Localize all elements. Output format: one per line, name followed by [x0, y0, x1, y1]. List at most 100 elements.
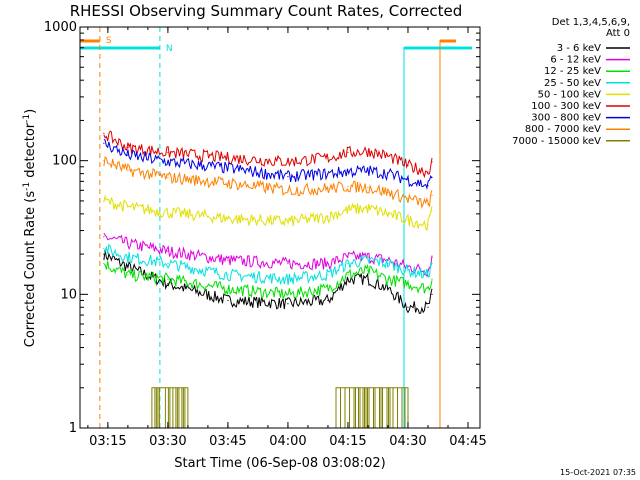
data-point-800-7000-kev-0 [103, 160, 105, 162]
data-point-100-300-kev-7 [367, 150, 369, 152]
legend-label-7000-15000-kev: 7000 - 15000 keV [512, 136, 601, 147]
x-tick-label-5: 04:30 [389, 434, 426, 449]
series-line-800-7000-kev [103, 156, 433, 210]
data-point-50-100-kev-5 [327, 216, 329, 218]
data-point-12-25-kev-5 [327, 288, 329, 290]
data-point-25-50-kev-11 [431, 262, 433, 265]
y-axis-label-main: Corrected Count Rate (s [23, 191, 38, 348]
data-point-25-50-kev-7 [367, 259, 369, 261]
data-point-12-25-kev-7 [367, 270, 369, 272]
data-point-300-800-kev-8 [387, 173, 389, 175]
data-point-100-300-kev-5 [327, 157, 329, 159]
data-point-12-25-kev-8 [387, 278, 389, 280]
data-point-6-12-kev-6 [347, 256, 349, 258]
series-line-12-25-kev [103, 261, 433, 300]
data-point-25-50-kev-3 [227, 274, 229, 276]
x-tick-label-2: 03:45 [209, 434, 246, 449]
x-axis-label: Start Time (06-Sep-08 03:08:02) [174, 456, 385, 471]
y-axis-label-sup-1: -1 [22, 182, 32, 191]
series-100-300-kev [103, 130, 433, 179]
data-point-100-300-kev-6 [347, 151, 349, 154]
series-12-25-kev [103, 261, 433, 300]
data-point-6-12-kev-2 [167, 250, 169, 252]
data-point-300-800-kev-10 [427, 185, 429, 187]
data-point-800-7000-kev-9 [407, 198, 409, 200]
legend-header-line-1: Att 0 [606, 28, 630, 39]
x-tick-label-0: 03:15 [89, 434, 126, 449]
legend-label-3-6-kev: 3 - 6 keV [557, 43, 601, 54]
x-tick-label-4: 04:15 [329, 434, 366, 449]
data-point-25-50-kev-8 [387, 262, 389, 265]
series-300-800-kev [103, 139, 433, 190]
data-point-6-12-kev-5 [327, 262, 329, 265]
legend-label-800-7000-kev: 800 - 7000 keV [525, 124, 601, 135]
data-point-800-7000-kev-11 [431, 194, 433, 196]
series-line-25-50-kev [103, 243, 433, 285]
annotation-label-s: S [106, 36, 112, 46]
data-point-12-25-kev-6 [347, 274, 349, 276]
legend-label-50-100-kev: 50 - 100 keV [538, 89, 602, 100]
chart-title: RHESSI Observing Summary Count Rates, Co… [70, 2, 463, 20]
x-tick-label-3: 04:00 [269, 434, 306, 449]
data-point-3-6-kev-8 [387, 288, 389, 290]
data-point-50-100-kev-4 [287, 221, 289, 223]
data-point-3-6-kev-5 [327, 299, 329, 302]
data-point-800-7000-kev-6 [347, 185, 349, 188]
data-point-50-100-kev-1 [127, 206, 129, 208]
data-point-50-100-kev-0 [103, 200, 105, 202]
series-800-7000-kev [103, 156, 433, 210]
legend-header-line-0: Det 1,3,4,5,6,9, [552, 17, 630, 28]
x-axis: 03:15 03:30 03:45 04:00 04:15 04:30 04:45 [87, 27, 487, 449]
data-point-6-12-kev-3 [227, 259, 229, 261]
data-point-300-800-kev-4 [287, 175, 289, 178]
data-point-100-300-kev-8 [387, 155, 389, 157]
timestamp: 15-Oct-2021 07:35 [560, 468, 636, 477]
data-point-300-800-kev-6 [347, 170, 349, 173]
data-point-300-800-kev-2 [167, 161, 169, 163]
y-tick-label-3: 1000 [44, 20, 77, 35]
y-tick-label-2: 100 [52, 154, 77, 169]
data-point-3-6-kev-4 [287, 303, 289, 305]
data-point-100-300-kev-0 [103, 132, 105, 134]
data-point-300-800-kev-11 [431, 176, 433, 178]
data-point-300-800-kev-0 [103, 142, 105, 144]
data-point-300-800-kev-3 [227, 167, 229, 169]
y-axis-label-mid: detector [23, 122, 38, 182]
data-point-3-6-kev-1 [127, 266, 129, 268]
data-point-800-7000-kev-7 [367, 186, 369, 189]
series-6-12-kev [103, 232, 433, 278]
data-point-100-300-kev-2 [167, 151, 169, 154]
data-point-300-800-kev-7 [367, 170, 369, 172]
y-tick-label-1: 10 [60, 287, 77, 302]
series-line-50-100-kev [103, 194, 433, 231]
series-line-100-300-kev [103, 130, 433, 179]
plot-frame [79, 26, 481, 429]
data-point-3-6-kev-2 [167, 283, 169, 285]
data-point-25-50-kev-5 [327, 274, 329, 276]
y-axis-label-end: ) [23, 109, 38, 114]
legend-label-6-12-kev: 6 - 12 keV [550, 55, 601, 66]
data-point-12-25-kev-9 [407, 283, 409, 285]
data-point-12-25-kev-0 [103, 262, 105, 265]
data-point-50-100-kev-11 [431, 210, 433, 212]
legend-label-100-300-kev: 100 - 300 keV [531, 101, 601, 112]
legend-header: Det 1,3,4,5,6,9,Att 0 [552, 17, 630, 39]
data-point-3-6-kev-11 [431, 293, 433, 295]
data-point-6-12-kev-11 [431, 256, 433, 258]
data-point-12-25-kev-2 [167, 278, 169, 280]
legend-label-25-50-kev: 25 - 50 keV [544, 78, 601, 89]
data-point-25-50-kev-6 [347, 262, 349, 265]
data-point-3-6-kev-10 [427, 306, 429, 308]
data-point-100-300-kev-11 [431, 161, 433, 163]
data-point-800-7000-kev-10 [427, 203, 429, 206]
data-point-800-7000-kev-3 [227, 182, 229, 184]
data-point-6-12-kev-1 [127, 242, 129, 245]
annotation-label-n: N [166, 44, 173, 54]
data-point-300-800-kev-1 [127, 154, 129, 156]
data-point-100-300-kev-1 [127, 147, 129, 149]
y-axis: 1 10 100 1000 [44, 20, 480, 436]
data-point-50-100-kev-8 [387, 213, 389, 215]
data-point-100-300-kev-4 [287, 161, 289, 163]
